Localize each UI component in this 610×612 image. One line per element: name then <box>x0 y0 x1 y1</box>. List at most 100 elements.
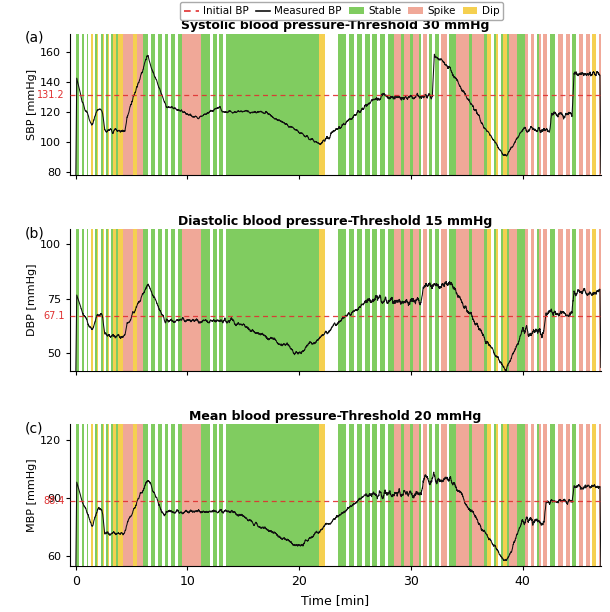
Bar <box>509 229 517 371</box>
Bar <box>540 229 544 371</box>
Bar <box>472 425 484 566</box>
Bar <box>456 229 469 371</box>
Bar <box>563 229 565 371</box>
Bar <box>92 229 95 371</box>
Bar <box>439 425 441 566</box>
Bar <box>79 34 82 175</box>
Bar <box>570 229 572 371</box>
Bar <box>79 229 82 371</box>
Bar <box>93 34 95 175</box>
Bar <box>525 229 534 371</box>
Bar <box>487 34 492 175</box>
Bar <box>76 425 123 566</box>
Bar <box>118 34 123 175</box>
Y-axis label: DBP [mmHg]: DBP [mmHg] <box>27 264 37 336</box>
Bar <box>201 425 319 566</box>
Bar <box>439 229 441 371</box>
Bar <box>93 229 95 371</box>
Bar <box>148 229 151 371</box>
Bar <box>143 229 182 371</box>
Bar <box>576 229 579 371</box>
Bar <box>113 34 116 175</box>
Bar <box>84 229 87 371</box>
Bar <box>210 34 213 175</box>
Bar <box>413 425 418 566</box>
Text: (b): (b) <box>25 226 45 241</box>
Bar <box>558 229 570 371</box>
Bar <box>498 425 501 566</box>
Bar <box>539 229 547 371</box>
Bar <box>492 229 494 371</box>
Title: Mean blood pressure-Threshold 20 mmHg: Mean blood pressure-Threshold 20 mmHg <box>189 410 482 424</box>
Bar <box>534 229 537 371</box>
Bar <box>404 229 410 371</box>
Bar <box>472 229 484 371</box>
Bar <box>201 34 319 175</box>
Bar <box>182 34 201 175</box>
Bar <box>97 34 100 175</box>
Bar <box>84 34 87 175</box>
Bar <box>595 425 601 566</box>
Bar <box>143 425 182 566</box>
Bar <box>182 229 201 371</box>
Bar <box>394 229 401 371</box>
Bar <box>175 34 178 175</box>
Bar <box>432 425 436 566</box>
Bar <box>386 425 388 566</box>
Bar <box>217 229 220 371</box>
Bar <box>534 425 537 566</box>
Bar <box>583 34 586 175</box>
Bar <box>97 229 100 371</box>
Bar <box>370 229 372 371</box>
Bar <box>570 425 572 566</box>
Bar <box>590 229 592 371</box>
Bar <box>362 34 365 175</box>
Bar <box>563 425 565 566</box>
Bar <box>592 229 598 371</box>
Bar <box>547 34 550 175</box>
Bar <box>570 34 572 175</box>
Bar <box>84 425 87 566</box>
Bar <box>123 425 143 566</box>
Bar <box>217 425 220 566</box>
Bar <box>346 425 349 566</box>
Bar <box>76 229 123 371</box>
Text: 88.4: 88.4 <box>43 496 65 506</box>
Bar <box>93 425 95 566</box>
Bar <box>528 229 531 371</box>
Bar <box>583 229 586 371</box>
Bar <box>346 34 349 175</box>
Bar <box>223 34 226 175</box>
Title: Diastolic blood pressure-Threshold 15 mmHg: Diastolic blood pressure-Threshold 15 mm… <box>178 215 493 228</box>
Bar <box>113 425 116 566</box>
Bar <box>525 425 534 566</box>
Bar <box>113 229 116 371</box>
Bar <box>76 34 123 175</box>
Bar <box>217 34 220 175</box>
Bar <box>98 34 101 175</box>
Bar <box>319 425 325 566</box>
Bar <box>104 34 106 175</box>
Bar <box>201 229 319 371</box>
Bar <box>370 34 372 175</box>
Bar <box>421 34 423 175</box>
Bar <box>162 34 165 175</box>
Bar <box>487 229 492 371</box>
Bar <box>339 229 601 371</box>
Bar <box>547 229 550 371</box>
Bar <box>595 229 601 371</box>
Bar <box>539 425 547 566</box>
Bar <box>487 425 492 566</box>
Bar <box>590 425 592 566</box>
Bar <box>563 34 565 175</box>
Text: (c): (c) <box>25 422 43 436</box>
Bar <box>102 229 106 371</box>
Bar <box>539 34 547 175</box>
Text: 131.2: 131.2 <box>37 90 65 100</box>
Bar <box>503 34 507 175</box>
Bar <box>597 425 599 566</box>
Bar <box>354 425 357 566</box>
Bar <box>339 34 601 175</box>
Bar <box>590 34 592 175</box>
Bar <box>108 34 110 175</box>
